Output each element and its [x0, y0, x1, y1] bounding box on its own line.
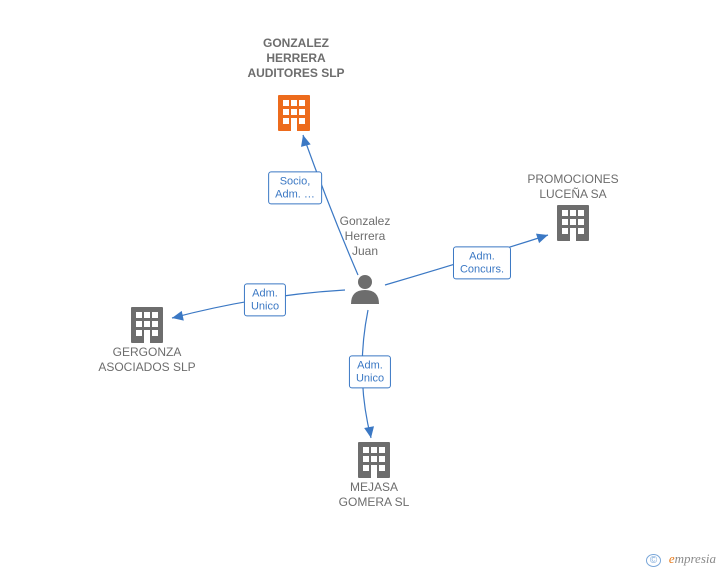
company-node-label: MEJASA GOMERA SL: [339, 480, 410, 510]
building-icon: [557, 205, 589, 241]
person-icon: [351, 275, 379, 304]
company-node-label: GONZALEZ HERRERA AUDITORES SLP: [247, 36, 344, 81]
company-node-label: PROMOCIONES LUCEÑA SA: [527, 172, 618, 202]
building-icon: [358, 442, 390, 478]
building-icon: [278, 95, 310, 131]
edge-label: Adm. Unico: [349, 355, 391, 388]
edge-arrowhead: [171, 311, 184, 323]
edge-arrowhead: [536, 230, 550, 243]
edge-label: Adm. Unico: [244, 283, 286, 316]
edge-arrowhead: [298, 134, 311, 147]
building-icon: [131, 307, 163, 343]
copyright-symbol: ©: [646, 554, 661, 567]
edge-label: Socio, Adm. …: [268, 171, 322, 204]
edge-arrowhead: [364, 426, 376, 439]
edge-label: Adm. Concurs.: [453, 246, 511, 279]
company-node-label: GERGONZA ASOCIADOS SLP: [98, 345, 195, 375]
person-node-label: Gonzalez Herrera Juan: [340, 214, 391, 259]
brand-rest: mpresia: [675, 551, 716, 566]
watermark: © empresia: [646, 551, 716, 567]
